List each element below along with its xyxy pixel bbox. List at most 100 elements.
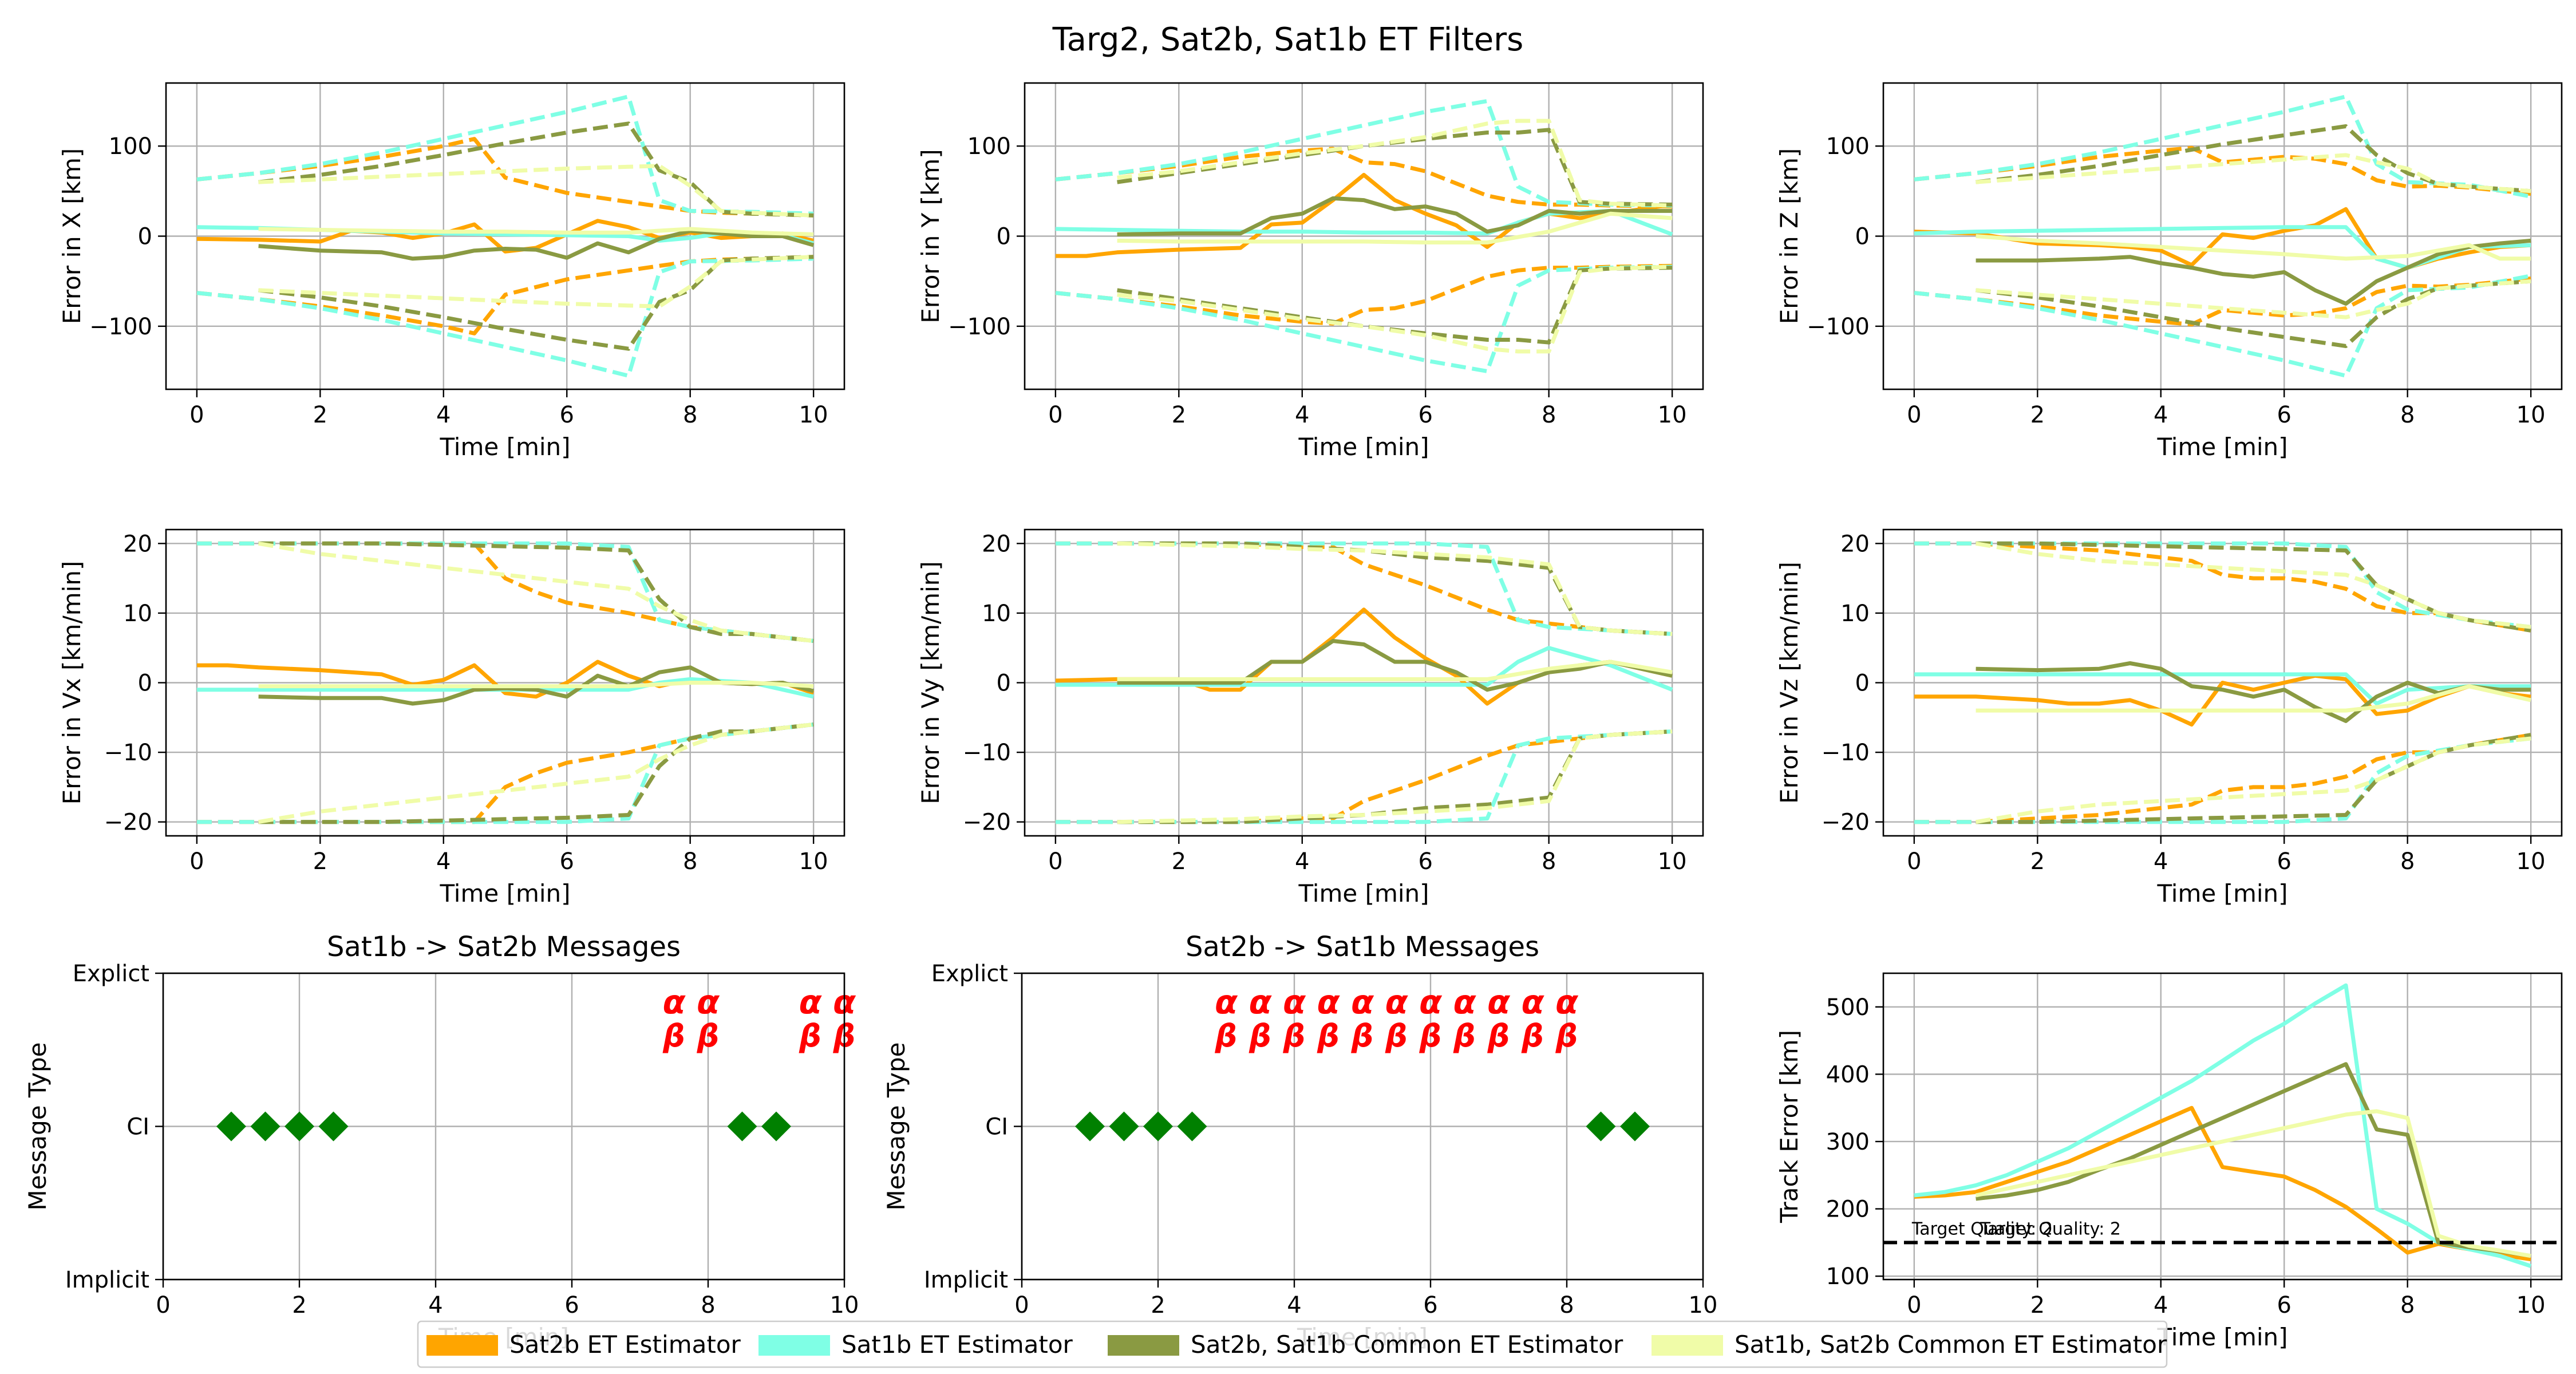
x-axis-label: Time [min] <box>2156 879 2287 907</box>
y-axis-label: Error in Y [km] <box>916 149 945 323</box>
x-tick-label: 0 <box>1907 848 1921 875</box>
alpha-marker: α <box>799 982 823 1021</box>
x-tick-label: 6 <box>1419 848 1433 875</box>
series-line-common12-bound <box>1117 729 1673 824</box>
legend-swatch <box>1108 1335 1179 1356</box>
subplot-title: Sat2b -> Sat1b Messages <box>1186 931 1539 963</box>
series-line-common21-bound <box>258 722 814 824</box>
y-tick-label: 10 <box>1840 601 1870 627</box>
legend-swatch <box>426 1335 498 1356</box>
series-line-common12 <box>1976 684 2531 713</box>
alpha-marker: α <box>697 982 720 1021</box>
subplot-y: 0 2 4 6 8 10 −100 0 100 Time [min] Error in Y [km] <box>916 82 1704 461</box>
series-line-sat1b <box>1914 672 2531 706</box>
y-tick-label: 100 <box>1826 133 1870 160</box>
y-tick-label: 20 <box>123 531 152 557</box>
beta-marker: β <box>1351 1018 1374 1054</box>
series-line-common21-bound <box>258 121 814 218</box>
x-tick-label: 4 <box>436 848 451 875</box>
y-tick-label: 0 <box>138 224 152 250</box>
data-layer <box>196 94 815 378</box>
ci-diamond-marker <box>318 1111 349 1142</box>
beta-marker: β <box>662 1018 685 1054</box>
subplot-title: Sat1b -> Sat2b Messages <box>327 931 681 963</box>
legend-label: Sat1b ET Estimator <box>841 1330 1073 1359</box>
series-line-common21 <box>258 228 815 261</box>
x-tick-label: 0 <box>1048 402 1062 428</box>
y-tick-label: 20 <box>982 531 1011 557</box>
x-axis-label: Time [min] <box>1298 879 1429 907</box>
beta-marker: β <box>1521 1018 1544 1054</box>
beta-marker: β <box>1487 1018 1510 1054</box>
series-line-common12-bound <box>258 541 814 643</box>
ci-diamond-marker <box>1620 1111 1650 1142</box>
x-tick-label: 2 <box>2030 848 2045 875</box>
series-line-common21-bound <box>258 541 814 643</box>
x-tick-label: 8 <box>2400 848 2415 875</box>
grid <box>1025 83 1703 389</box>
series-line-common12-bound <box>1117 119 1673 208</box>
ci-diamond-marker <box>1586 1111 1616 1142</box>
ci-diamond-marker <box>1075 1111 1105 1142</box>
x-tick-label: 8 <box>2400 1292 2415 1318</box>
series-line-sat1b <box>1055 646 1673 692</box>
alpha-marker: α <box>1522 982 1545 1021</box>
series-line-sat2b-bound <box>1055 729 1673 824</box>
y-tick-label: −10 <box>104 740 152 766</box>
ci-diamond-marker <box>285 1111 314 1142</box>
legend-entry: Sat2b, Sat1b Common ET Estimator <box>1108 1330 1623 1359</box>
x-tick-label: 8 <box>1542 402 1556 428</box>
data-layer <box>1914 541 2531 824</box>
legend: Sat2b ET Estimator Sat1b ET Estimator Sat2… <box>417 1320 2168 1368</box>
y-tick-label: 400 <box>1826 1061 1870 1088</box>
subplot-vx: 0 2 4 6 8 10 −20 −10 0 10 20 Time [min] Error in Vx … <box>58 528 846 907</box>
x-tick-label: 8 <box>683 402 697 428</box>
alpha-marker: α <box>1283 982 1306 1021</box>
y-tick-label: 10 <box>982 601 1011 627</box>
x-tick-label: 8 <box>683 848 697 875</box>
x-tick-label: 0 <box>1014 1292 1029 1318</box>
alpha-marker: α <box>1487 982 1511 1021</box>
series-line-common12 <box>1975 1109 2531 1258</box>
threshold-label: Target Quality: 2 <box>1980 1219 2121 1239</box>
series-line-sat2b-bound <box>1055 541 1673 636</box>
axes-frame <box>1024 528 1704 837</box>
series-line-common12 <box>258 227 814 236</box>
y-tick-label: −10 <box>1822 740 1870 766</box>
subplot-vz: 0 2 4 6 8 10 −20 −10 0 10 20 Time [min] Error in Vz … <box>1775 528 2563 907</box>
y-tick-label: CI <box>127 1114 149 1140</box>
alpha-marker: α <box>1317 982 1341 1021</box>
y-tick-label: 0 <box>997 670 1011 697</box>
y-tick-label: −10 <box>963 740 1011 766</box>
x-tick-label: 0 <box>1048 848 1062 875</box>
legend-entry: Sat1b ET Estimator <box>758 1330 1073 1359</box>
series-line-common12 <box>258 681 814 689</box>
x-tick-label: 2 <box>2030 402 2045 428</box>
x-tick-label: 0 <box>1907 402 1921 428</box>
x-tick-label: 6 <box>2277 848 2291 875</box>
axes-frame <box>1882 528 2563 837</box>
y-tick-label: Implicit <box>65 1267 149 1293</box>
beta-marker: β <box>1419 1018 1442 1054</box>
ci-diamond-marker <box>216 1111 246 1142</box>
y-tick-label: 100 <box>109 133 152 160</box>
alpha-marker: α <box>663 982 686 1021</box>
series-line-common21-bound <box>1117 541 1673 636</box>
y-tick-label: −20 <box>1822 810 1870 836</box>
grid <box>1883 83 2562 389</box>
grid <box>166 83 844 389</box>
y-axis-label: Track Error [km] <box>1775 1030 1803 1223</box>
data-layer <box>1055 541 1673 824</box>
alpha-marker: α <box>1249 982 1273 1021</box>
figure-title: Targ2, Sat2b, Sat1b ET Filters <box>1052 21 1524 58</box>
x-tick-label: 10 <box>2516 848 2546 875</box>
subplot-vy: 0 2 4 6 8 10 −20 −10 0 10 20 Time [min] Error in Vy … <box>916 528 1704 907</box>
x-tick-label: 0 <box>189 402 204 428</box>
subplot-z: 0 2 4 6 8 10 −100 0 100 Time [min] Error in Z [km] <box>1775 82 2563 461</box>
x-tick-label: 6 <box>2277 402 2291 428</box>
y-tick-label: −100 <box>948 314 1011 340</box>
x-tick-label: 2 <box>1172 848 1186 875</box>
y-axis-label: Error in X [km] <box>58 148 86 325</box>
series-line-common12-bound <box>1117 541 1673 636</box>
